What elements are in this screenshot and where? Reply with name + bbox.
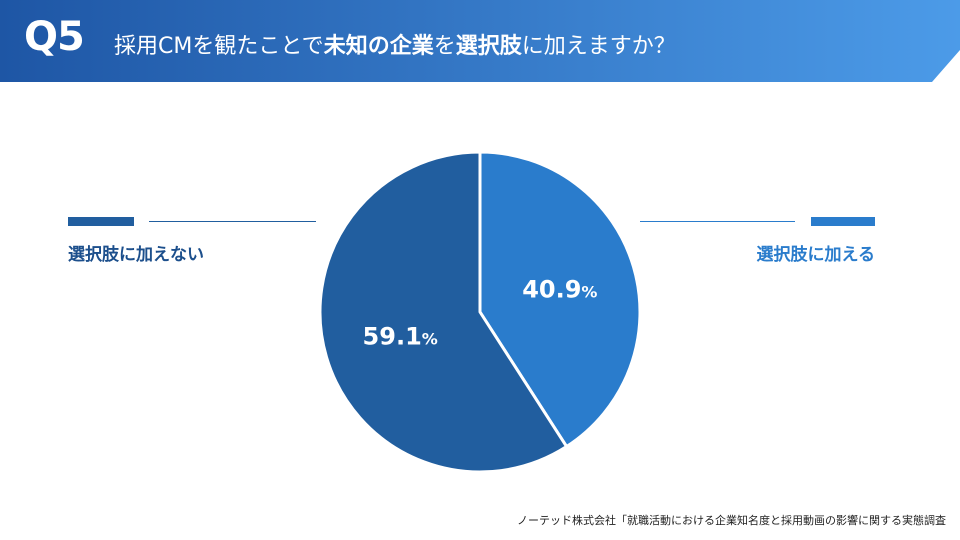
title-part: 選択肢 [455, 34, 522, 59]
source-note: ノーテッド株式会社「就職活動における企業知名度と採用動画の影響に関する実態調査 [517, 514, 946, 527]
page-title: 採用CMを観たことで未知の企業を選択肢に加えますか？ [114, 28, 676, 60]
question-number: Q5 [24, 14, 85, 60]
slice-value-label: 59.1% [363, 322, 438, 350]
legend-left-label: 選択肢に加えない [68, 245, 204, 265]
legend-right-divider [640, 221, 795, 222]
slice-value-number: 59.1 [363, 322, 422, 350]
legend-right-label: 選択肢に加える [756, 245, 876, 265]
legend-right-swatch [811, 217, 875, 226]
legend-left-swatch [68, 217, 134, 226]
slice-value-unit: % [422, 329, 438, 348]
legend-left-divider [149, 221, 316, 222]
slice-value-number: 40.9 [522, 276, 581, 304]
title-part: を [433, 34, 456, 59]
header-banner: Q5 採用CMを観たことで未知の企業を選択肢に加えますか？ [0, 0, 960, 82]
slice-value-unit: % [581, 283, 597, 302]
header-background [0, 0, 960, 82]
pie-slice [318, 150, 569, 474]
title-part: に加えますか？ [521, 34, 676, 59]
title-part: 未知の企業 [323, 34, 434, 59]
title-part: 採用CMを観たことで [114, 34, 324, 59]
slice-value-label: 40.9% [522, 276, 597, 304]
